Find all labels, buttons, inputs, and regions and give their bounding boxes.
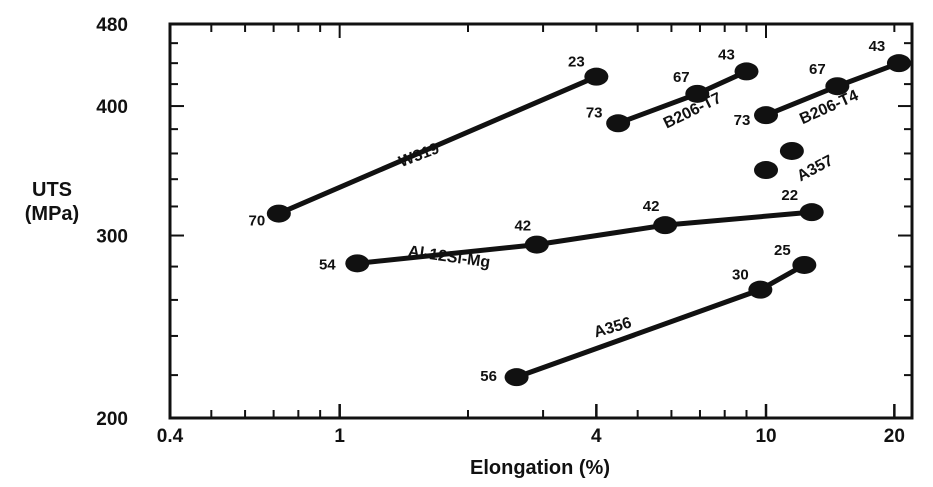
x-tick-label: 10 [755,426,776,447]
point-label: 56 [480,368,497,385]
data-point [754,106,779,125]
data-point [754,161,779,180]
x-tick-label: 0.4 [157,426,184,447]
data-point [886,54,911,73]
series-name-label: W319 [397,140,442,171]
data-point [792,255,817,274]
data-point [799,203,824,222]
x-tick-label: 1 [334,426,345,447]
point-label: 42 [514,218,531,235]
point-label: 54 [319,256,336,273]
data-point [606,114,631,133]
data-point [504,368,529,387]
data-point [748,280,773,299]
data-point [734,62,759,81]
data-point [653,216,678,235]
x-axis-title: Elongation (%) [470,457,610,479]
data-point [345,254,370,273]
y-tick-label: 400 [96,97,128,118]
series-line [354,209,815,266]
y-axis-title-line1: UTS [32,179,72,201]
x-tick-label: 20 [884,426,905,447]
point-label: 22 [781,187,798,204]
data-point [685,84,710,103]
point-label: 42 [643,198,660,215]
point-label: 73 [586,104,603,121]
point-label: 25 [774,242,791,259]
data-point [584,67,609,86]
point-label: 67 [673,69,690,86]
series-name-label: B206-T4 [797,87,861,128]
y-tick-label: 300 [96,227,128,248]
series-b206-t4: 73 67 43 B206-T4 [734,38,911,129]
point-label: 43 [869,38,886,55]
point-label: 23 [568,54,585,71]
x-tick-label: 4 [591,426,602,447]
y-tick-label: 480 [96,15,128,36]
series-line [276,74,599,217]
data-point [524,235,549,254]
axes: 0.4 1 4 10 20 200 300 400 480 [96,15,914,447]
point-label: 70 [248,213,265,230]
plot-frame [168,22,914,420]
series-al-12si-mg: 54 42 42 22 Al-12Si-Mg [319,187,824,273]
y-axis-title-line2: (MPa) [25,203,79,225]
y-tick-label: 200 [96,409,128,430]
data-point [266,204,291,223]
point-label: 30 [732,267,749,284]
data-point [825,77,850,96]
point-label: 67 [809,61,826,78]
point-label: 73 [734,112,751,129]
data-point [779,141,804,160]
series-a357: A357 [754,141,836,185]
series-name-label: Al-12Si-Mg [407,243,491,271]
point-label: 43 [718,46,735,63]
series-w319: 70 23 W319 [248,54,609,230]
